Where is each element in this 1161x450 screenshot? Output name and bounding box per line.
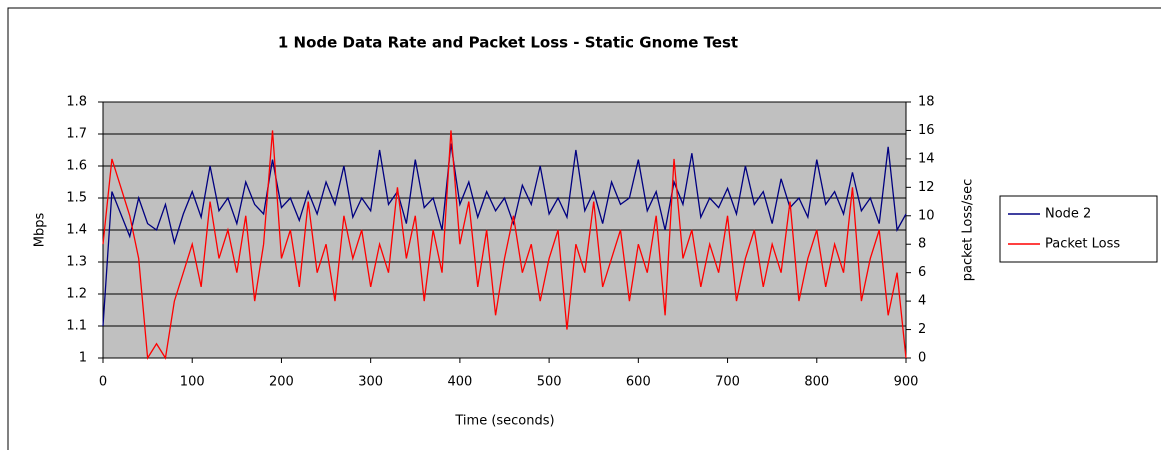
x-tick-label: 100 (180, 375, 205, 390)
legend-label: Packet Loss (1045, 237, 1120, 252)
series-line (102, 143, 907, 327)
y2-tick-label: 16 (918, 123, 935, 138)
y2-tick-label: 18 (918, 95, 935, 110)
y-tick-label: 1.1 (66, 319, 87, 334)
x-tick-label: 400 (447, 375, 472, 390)
y2-tick-label: 2 (918, 322, 926, 337)
y2-tick-label: 10 (918, 208, 935, 223)
x-tick-label: 500 (537, 375, 562, 390)
y-tick-label: 1.4 (66, 223, 87, 238)
series-line (102, 130, 907, 360)
y-tick-label: 1.7 (66, 127, 87, 142)
y2-axis-title: packet Loss/sec (961, 179, 976, 281)
x-tick-label: 300 (358, 375, 383, 390)
x-tick-label: 200 (269, 375, 294, 390)
x-axis-title: Time (seconds) (454, 414, 554, 429)
y-axis-title: Mbps (33, 213, 48, 248)
x-tick-label: 900 (894, 375, 919, 390)
y-tick-label: 1.3 (66, 255, 87, 270)
x-tick-label: 700 (715, 375, 740, 390)
legend-box (999, 195, 1158, 263)
y2-tick-label: 12 (918, 180, 935, 195)
y-tick-label: 1.5 (66, 191, 87, 206)
y2-tick-label: 0 (918, 351, 926, 366)
x-tick-label: 0 (99, 375, 107, 390)
legend-label: Node 2 (1045, 207, 1091, 222)
x-tick-label: 800 (804, 375, 829, 390)
y-tick-label: 1 (79, 351, 87, 366)
y-tick-label: 1.8 (66, 95, 87, 110)
y2-tick-label: 6 (918, 265, 926, 280)
y2-tick-label: 14 (918, 151, 935, 166)
chart-title: 1 Node Data Rate and Packet Loss - Stati… (278, 34, 738, 52)
y2-tick-label: 4 (918, 294, 926, 309)
y-tick-label: 1.6 (66, 159, 87, 174)
x-tick-label: 600 (626, 375, 651, 390)
y-tick-label: 1.2 (66, 287, 87, 302)
y2-tick-label: 8 (918, 237, 926, 252)
